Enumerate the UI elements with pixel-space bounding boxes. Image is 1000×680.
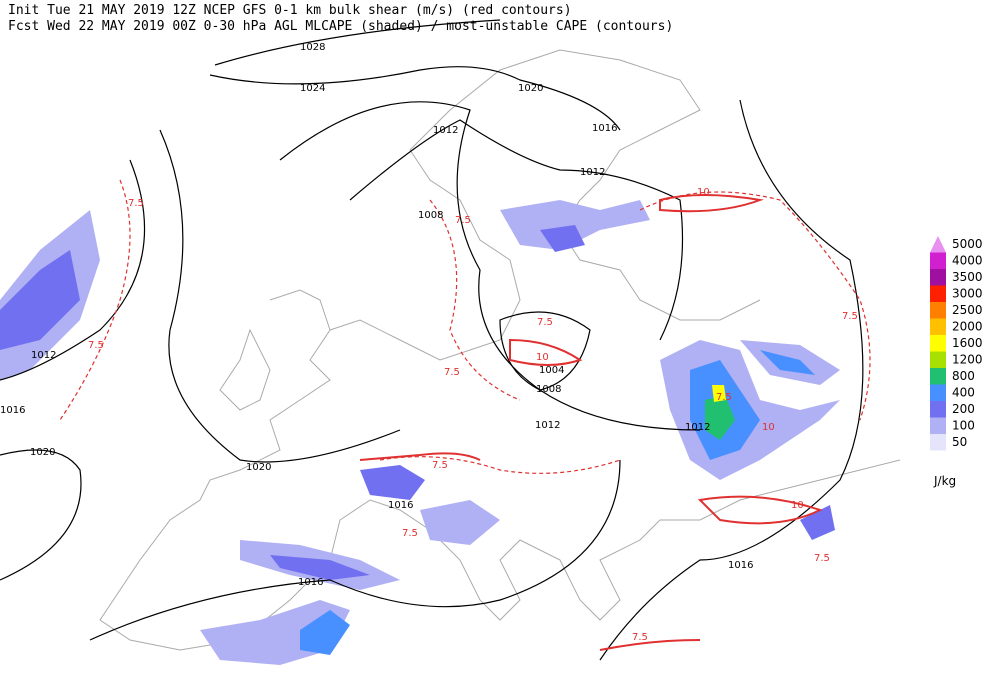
shear-label: 10 [697, 187, 710, 198]
isobar-label: 1020 [30, 447, 55, 458]
isobar-label: 1012 [685, 422, 710, 433]
isobars [0, 19, 864, 661]
legend-label: 1600 [952, 336, 983, 350]
legend-label: 4000 [952, 254, 983, 268]
legend-swatch [930, 335, 946, 352]
isobar-label: 1012 [31, 350, 56, 361]
legend: J/kg 5000 4000 3500 3000 2500 2000 1600 1200 800… [930, 236, 983, 488]
legend-swatch [930, 384, 946, 401]
shear-label: 7.5 [842, 311, 858, 322]
isobar-label: 1008 [536, 384, 561, 395]
shear-label: 7.5 [402, 528, 418, 539]
isobar-label: 1020 [518, 83, 543, 94]
isobar-label: 1024 [300, 83, 325, 94]
isobar-label: 1016 [0, 405, 25, 416]
legend-label: 5000 [952, 237, 983, 251]
legend-swatch [930, 417, 946, 434]
cape-shading [0, 200, 840, 665]
isobar-label: 1016 [298, 577, 323, 588]
isobar-label: 1016 [592, 123, 617, 134]
isobar-label: 1008 [418, 210, 443, 221]
shear-labels: 7.5 7.5 7.5 7.5 7.5 7.5 7.5 7.5 7.5 7.5 … [88, 187, 858, 643]
legend-swatch [930, 401, 946, 418]
legend-swatch [930, 252, 946, 269]
legend-label: 400 [952, 386, 975, 400]
shear-label: 10 [791, 500, 804, 511]
shear-label: 7.5 [432, 460, 448, 471]
legend-label: 800 [952, 369, 975, 383]
shear-label: 7.5 [88, 340, 104, 351]
shear-label: 7.5 [632, 632, 648, 643]
shear-label: 7.5 [814, 553, 830, 564]
shear-contours [59, 179, 871, 651]
legend-swatch [930, 318, 946, 335]
shear-label: 10 [536, 352, 549, 363]
legend-swatch [930, 368, 946, 385]
shear-label: 10 [762, 422, 775, 433]
shear-label: 7.5 [444, 367, 460, 378]
legend-swatch [930, 434, 946, 451]
isobar-label: 1020 [246, 462, 271, 473]
legend-label: 100 [952, 419, 975, 433]
legend-swatch [930, 285, 946, 302]
header-line: Init Tue 21 MAY 2019 12Z NCEP GFS 0-1 km… [8, 3, 572, 18]
legend-label: 50 [952, 435, 967, 449]
isobar-labels: 1028 1024 1020 1016 1012 1012 1008 1012 … [0, 42, 753, 588]
legend-swatch [930, 236, 946, 253]
legend-swatch [930, 351, 946, 368]
isobar-label: 1016 [388, 500, 413, 511]
shear-label: 7.5 [716, 392, 732, 403]
legend-swatch [930, 302, 946, 319]
legend-label: 2000 [952, 320, 983, 334]
legend-label: 200 [952, 402, 975, 416]
legend-unit: J/kg [933, 474, 956, 488]
legend-swatch [930, 269, 946, 286]
legend-label: 3500 [952, 270, 983, 284]
isobar-label: 1012 [433, 125, 458, 136]
isobar-label: 1012 [580, 167, 605, 178]
shear-label: 7.5 [128, 198, 144, 209]
legend-label: 1200 [952, 353, 983, 367]
isobar-label: 1004 [539, 365, 564, 376]
isobar-label: 1028 [300, 42, 325, 53]
isobar-label: 1016 [728, 560, 753, 571]
shear-label: 7.5 [537, 317, 553, 328]
header-line: Fcst Wed 22 MAY 2019 00Z 0-30 hPa AGL ML… [8, 19, 673, 34]
isobar-label: 1012 [535, 420, 560, 431]
shear-label: 7.5 [455, 215, 471, 226]
legend-label: 3000 [952, 287, 983, 301]
legend-label: 2500 [952, 303, 983, 317]
